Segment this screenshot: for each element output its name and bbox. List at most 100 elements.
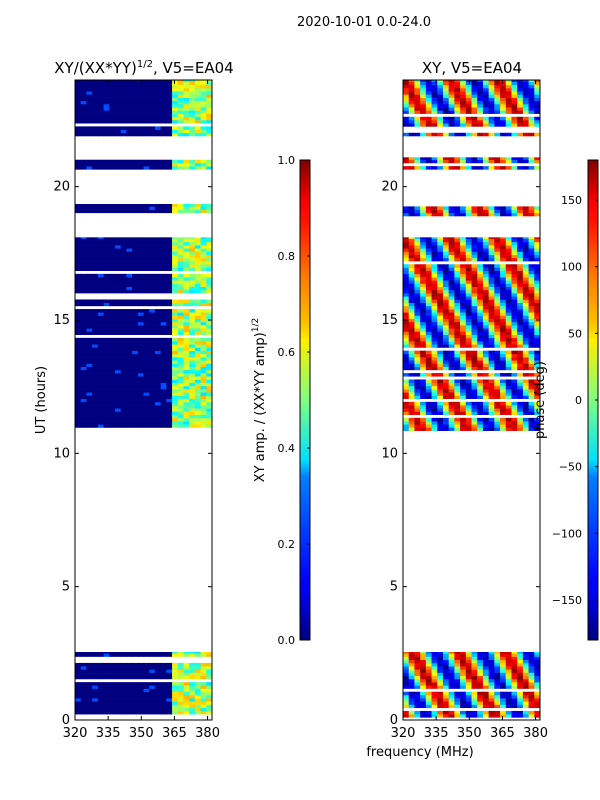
heatmap-cell — [92, 289, 99, 294]
heatmap-cell — [183, 299, 190, 303]
heatmap-cell — [437, 366, 444, 371]
heatmap-cell — [437, 309, 444, 313]
heatmap-cell — [500, 321, 507, 326]
heatmap-cell — [154, 398, 162, 403]
heatmap-cell — [505, 116, 512, 121]
heatmap-cell — [511, 270, 518, 275]
heatmap-cell — [482, 238, 490, 243]
heatmap-cell — [425, 264, 433, 268]
heatmap-cell — [206, 120, 212, 124]
heatmap-cell — [488, 672, 495, 677]
heatmap-cell — [194, 675, 202, 680]
heatmap-cell — [528, 293, 535, 297]
heatmap-cell — [97, 309, 105, 313]
heatmap-cell — [97, 162, 105, 167]
heatmap-cell — [437, 417, 444, 422]
heatmap-cell — [126, 241, 133, 246]
heatmap-cell — [465, 157, 472, 161]
heatmap-cell — [431, 714, 438, 718]
heatmap-cell — [477, 312, 484, 316]
heatmap-cell — [448, 283, 455, 287]
heatmap-cell — [200, 353, 207, 358]
heatmap-cell — [403, 88, 410, 92]
heatmap-cell — [534, 241, 540, 246]
heatmap-cell — [534, 251, 540, 255]
heatmap-cell — [471, 237, 478, 239]
heatmap-cell — [500, 286, 507, 291]
heatmap-cell — [137, 254, 144, 259]
heatmap-cell — [488, 363, 495, 367]
heatmap-cell — [183, 653, 190, 657]
heatmap-cell — [425, 659, 433, 664]
heatmap-cell — [160, 110, 167, 114]
heatmap-cell — [431, 104, 438, 108]
heatmap-cell — [206, 662, 212, 667]
heatmap-cell — [200, 289, 207, 294]
heatmap-cell — [437, 212, 444, 217]
heatmap-cell — [154, 373, 162, 377]
heatmap-cell — [528, 97, 535, 102]
heatmap-cell — [132, 710, 139, 715]
heatmap-cell — [482, 395, 490, 399]
heatmap-cell — [154, 104, 162, 108]
heatmap-cell — [500, 280, 507, 284]
heatmap-cell — [183, 254, 190, 259]
heatmap-cell — [408, 710, 415, 715]
heatmap-cell — [189, 691, 196, 696]
heatmap-cell — [488, 270, 495, 275]
heatmap-cell — [103, 84, 110, 89]
heatmap-cell — [437, 666, 444, 670]
heatmap-cell — [86, 398, 93, 403]
heatmap-cell — [160, 204, 167, 207]
heatmap-cell — [137, 110, 144, 114]
heatmap-cell — [403, 248, 410, 252]
x-tick-label: 350 — [457, 726, 482, 741]
heatmap-cell — [408, 293, 415, 297]
heatmap-cell — [154, 248, 162, 252]
heatmap-cell — [137, 126, 144, 130]
heatmap-cell — [448, 81, 455, 86]
heatmap-cell — [471, 331, 478, 335]
heatmap-cell — [534, 107, 540, 111]
heatmap-cell — [160, 166, 167, 170]
heatmap-cell — [200, 389, 207, 393]
heatmap-cell — [477, 694, 484, 699]
heatmap-cell — [92, 357, 99, 361]
heatmap-cell — [522, 296, 530, 300]
heatmap-cell — [420, 353, 427, 358]
heatmap-cell — [86, 81, 93, 86]
heatmap-cell — [75, 405, 82, 409]
heatmap-cell — [425, 685, 433, 689]
heatmap-cell — [408, 325, 415, 329]
heatmap-cell — [494, 254, 501, 259]
heatmap-cell — [200, 341, 207, 345]
heatmap-cell — [482, 309, 490, 313]
heatmap-cell — [437, 325, 444, 329]
heatmap-cell — [494, 653, 501, 657]
heatmap-cell — [431, 120, 438, 124]
heatmap-cell — [183, 104, 190, 108]
heatmap-cell — [75, 299, 82, 303]
heatmap-cell — [80, 691, 87, 696]
heatmap-cell — [500, 691, 507, 696]
heatmap-cell — [177, 81, 184, 86]
heatmap-cell — [500, 710, 507, 715]
heatmap-cell — [414, 385, 421, 390]
heatmap-cell — [97, 261, 105, 265]
left-colorbar-label: XY amp. / (XX*YY amp)1/2 — [251, 318, 268, 482]
heatmap-cell — [166, 116, 173, 121]
heatmap-cell — [442, 675, 450, 680]
heatmap-cell — [505, 350, 512, 355]
heatmap-cell — [177, 257, 184, 262]
heatmap-cell — [132, 701, 139, 705]
heatmap-cell — [534, 373, 540, 377]
heatmap-cell — [86, 710, 93, 715]
heatmap-cell — [206, 653, 212, 657]
heatmap-cell — [80, 129, 87, 134]
heatmap-cell — [194, 100, 202, 105]
heatmap-cell — [465, 366, 472, 371]
heatmap-cell — [200, 337, 207, 342]
heatmap-cell — [80, 325, 87, 329]
heatmap-cell — [183, 385, 190, 390]
heatmap-cell — [126, 261, 133, 265]
